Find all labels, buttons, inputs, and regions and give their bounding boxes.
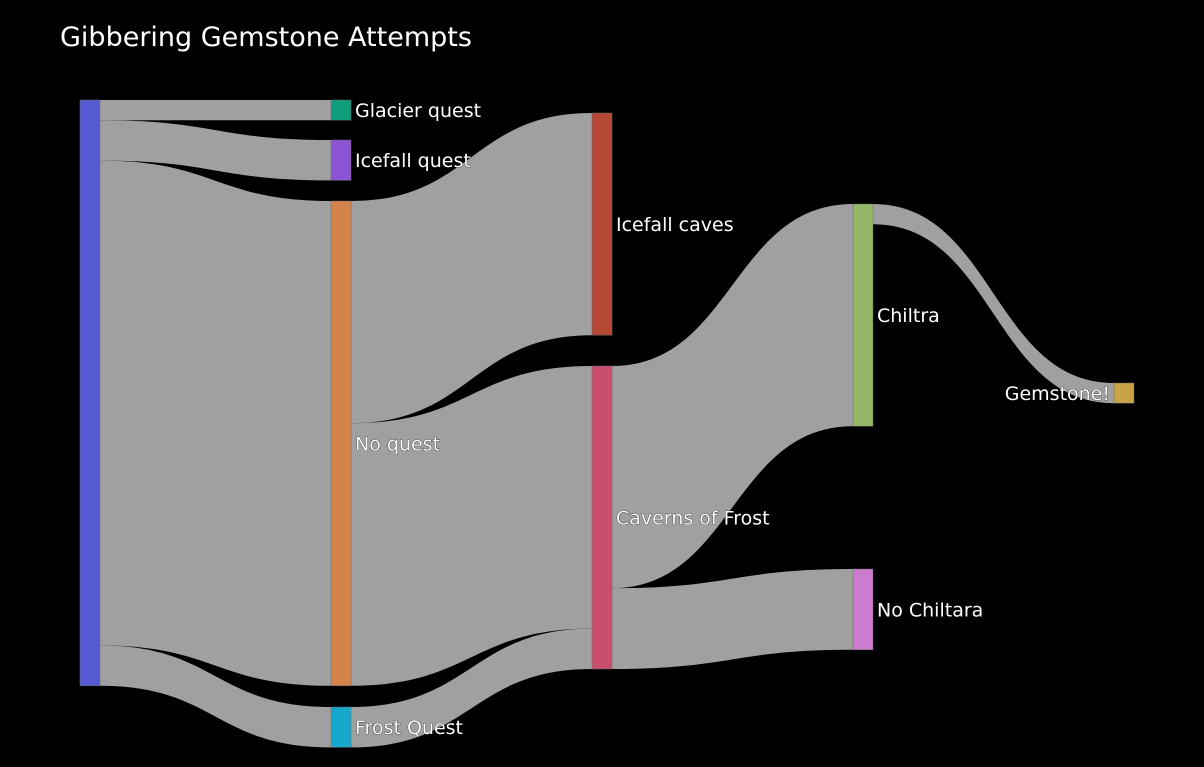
- links-layer: [100, 100, 1114, 748]
- link-caverns-to-no_chiltara: [612, 569, 853, 669]
- node-no_chiltara: [852, 568, 874, 651]
- link-chiltra-to-gemstone: [873, 204, 1114, 404]
- node-label-no_quest: No quest: [355, 433, 440, 455]
- nodes-layer: [79, 99, 1135, 748]
- node-icefall_caves: [591, 112, 613, 336]
- link-source-to-frost_quest: [100, 645, 331, 748]
- link-source-to-no_quest: [100, 160, 331, 686]
- node-gemstone: [1113, 382, 1135, 404]
- node-label-icefall_quest: Icefall quest: [355, 150, 471, 172]
- node-icefall_quest: [330, 139, 352, 181]
- node-label-chiltra: Chiltra: [877, 305, 940, 327]
- node-glacier: [330, 99, 352, 121]
- link-frost_quest-to-caverns: [351, 628, 592, 748]
- node-label-frost_quest: Frost Quest: [355, 717, 463, 739]
- node-chiltra: [852, 203, 874, 427]
- node-no_quest: [330, 200, 352, 687]
- link-caverns-to-chiltra: [612, 204, 853, 589]
- link-source-to-icefall_quest: [100, 120, 331, 181]
- node-label-gemstone: Gemstone!: [1005, 383, 1110, 405]
- node-label-caverns: Caverns of Frost: [616, 508, 770, 530]
- node-label-no_chiltara: No Chiltara: [877, 599, 983, 621]
- node-caverns: [591, 365, 613, 670]
- link-no_quest-to-caverns: [351, 366, 592, 686]
- link-no_quest-to-icefall_caves: [351, 113, 592, 424]
- node-label-icefall_caves: Icefall caves: [616, 214, 734, 236]
- labels-layer: Glacier quest Icefall quest No quest Frost …: [355, 100, 1111, 740]
- chart-title: Gibbering Gemstone Attempts: [60, 22, 472, 53]
- node-frost_quest: [330, 706, 352, 748]
- node-label-glacier: Glacier quest: [355, 100, 481, 122]
- node-source: [79, 99, 101, 687]
- link-source-to-glacier: [100, 100, 331, 121]
